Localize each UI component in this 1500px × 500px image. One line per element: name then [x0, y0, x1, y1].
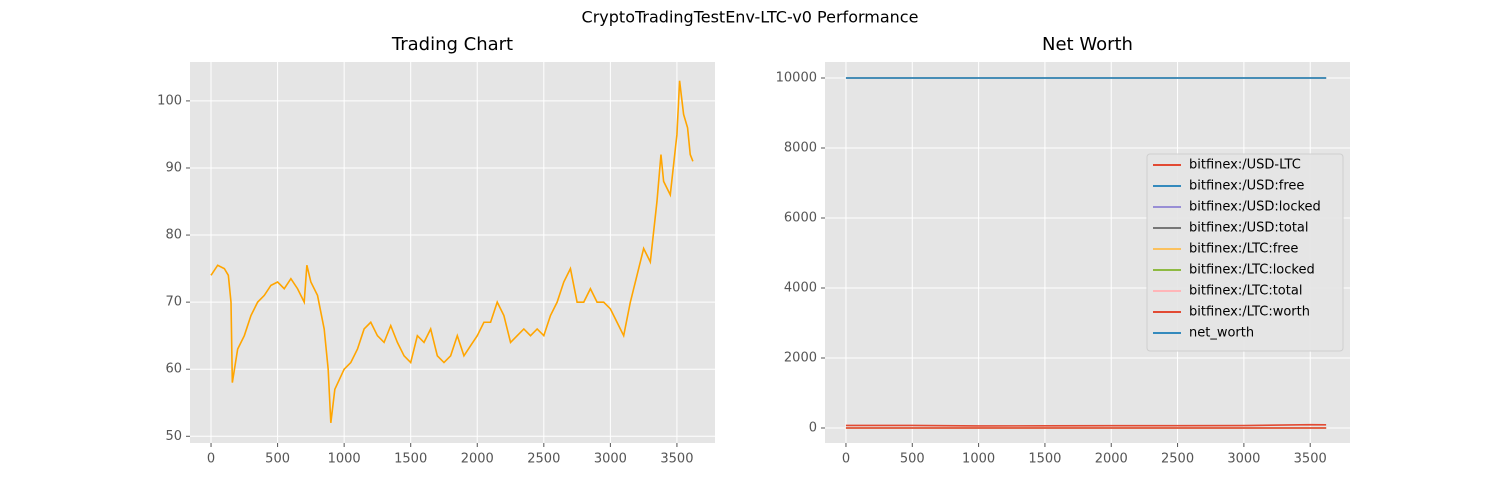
x-tick-label: 1500 [1028, 452, 1061, 467]
x-tick-label: 1000 [328, 452, 361, 467]
y-tick-label: 70 [165, 295, 182, 310]
x-tick-label: 2000 [461, 452, 494, 467]
plot-area [190, 62, 715, 443]
x-tick-label: 3500 [1294, 452, 1327, 467]
x-tick-label: 3500 [660, 452, 693, 467]
x-tick-label: 3000 [1227, 452, 1260, 467]
y-tick-label: 6000 [784, 210, 817, 225]
legend-label: bitfinex:/LTC:free [1189, 242, 1298, 257]
y-tick-label: 10000 [776, 70, 817, 85]
x-tick-label: 0 [842, 452, 850, 467]
legend-label: bitfinex:/LTC:locked [1189, 263, 1315, 278]
x-tick-label: 1500 [394, 452, 427, 467]
x-tick-label: 2000 [1095, 452, 1128, 467]
y-tick-label: 50 [165, 429, 182, 444]
chart-title: Trading Chart [391, 34, 513, 55]
y-tick-label: 4000 [784, 280, 817, 295]
y-tick-label: 8000 [784, 140, 817, 155]
y-tick-label: 80 [165, 228, 182, 243]
legend-label: net_worth [1189, 326, 1254, 341]
x-tick-label: 3000 [594, 452, 627, 467]
x-tick-label: 2500 [527, 452, 560, 467]
data-line [845, 423, 1327, 427]
legend-label: bitfinex:/USD:total [1189, 221, 1309, 236]
x-tick-label: 500 [900, 452, 925, 467]
x-tick-label: 2500 [1161, 452, 1194, 467]
x-tick-label: 1000 [962, 452, 995, 467]
legend-label: bitfinex:/LTC:worth [1189, 305, 1310, 320]
legend-label: bitfinex:/USD-LTC [1189, 158, 1301, 173]
x-tick-label: 0 [207, 452, 215, 467]
y-tick-label: 60 [165, 362, 182, 377]
legend-label: bitfinex:/LTC:total [1189, 284, 1302, 299]
y-tick-label: 2000 [784, 350, 817, 365]
y-tick-label: 100 [157, 93, 182, 108]
y-tick-label: 0 [809, 420, 817, 435]
chart-title: Net Worth [1042, 34, 1133, 55]
x-tick-label: 500 [265, 452, 290, 467]
y-tick-label: 90 [165, 160, 182, 175]
legend-box [1146, 153, 1344, 352]
data-line [210, 80, 694, 423]
legend-label: bitfinex:/USD:locked [1189, 200, 1321, 215]
legend-label: bitfinex:/USD:free [1189, 179, 1304, 194]
figure-title: CryptoTradingTestEnv-LTC-v0 Performance [582, 8, 919, 27]
